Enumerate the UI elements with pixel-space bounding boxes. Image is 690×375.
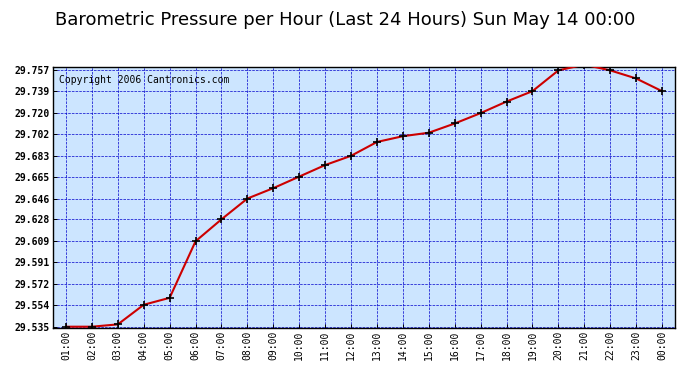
Text: Barometric Pressure per Hour (Last 24 Hours) Sun May 14 00:00: Barometric Pressure per Hour (Last 24 Ho…	[55, 11, 635, 29]
Text: Copyright 2006 Cantronics.com: Copyright 2006 Cantronics.com	[59, 75, 230, 85]
